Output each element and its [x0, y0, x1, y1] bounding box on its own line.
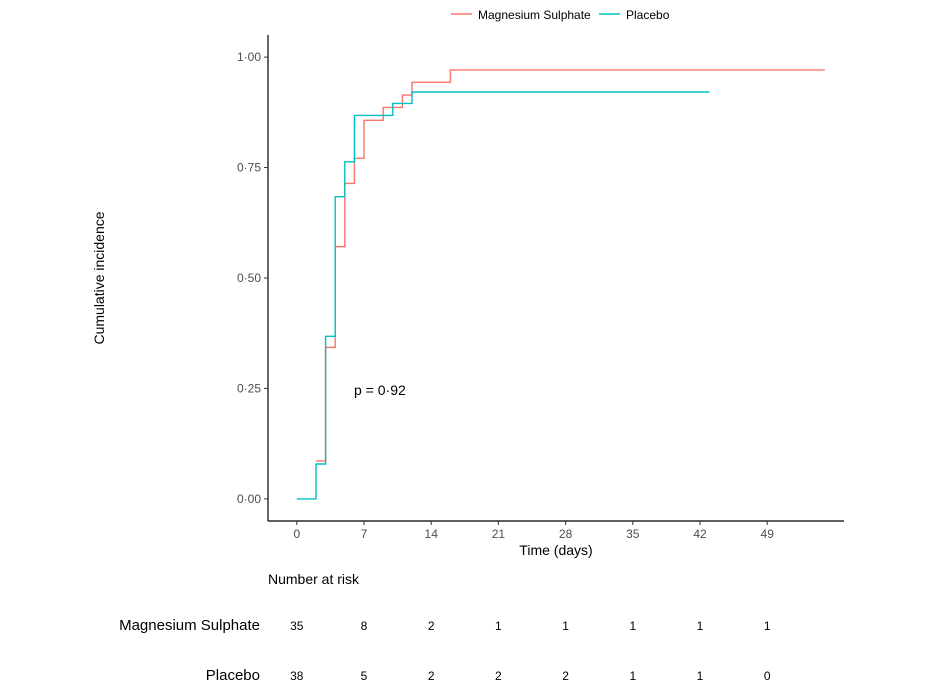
y-axis-title: Cumulative incidence: [91, 211, 107, 344]
x-tick-label: 21: [492, 527, 506, 541]
risk-table: Magnesium Sulphate 35 8 2 1 1 1 1 1 Placebo 38 5 2 2 2…: [119, 617, 771, 682]
risk-value: 1: [697, 619, 704, 633]
x-tick-label: 35: [626, 527, 640, 541]
risk-value: 2: [428, 619, 435, 633]
x-tick-label: 49: [761, 527, 775, 541]
x-tick-label: 7: [361, 527, 368, 541]
x-tick-label: 28: [559, 527, 573, 541]
risk-value: 1: [697, 669, 704, 682]
risk-value: 1: [629, 619, 636, 633]
risk-value: 35: [290, 619, 304, 633]
y-tick-label: 0·50: [237, 271, 261, 285]
series-line-placebo: [296, 91, 710, 500]
series-line-magnesium-sulphate: [316, 69, 825, 462]
risk-value: 1: [562, 619, 569, 633]
risk-value: 1: [495, 619, 502, 633]
risk-table-title: Number at risk: [268, 571, 360, 587]
x-axis-title: Time (days): [519, 542, 592, 558]
p-value-annotation: p = 0·92: [354, 382, 406, 398]
legend-label: Placebo: [626, 8, 670, 22]
y-tick-label: 1·00: [237, 50, 261, 64]
risk-value: 2: [495, 669, 502, 682]
risk-value: 0: [764, 669, 771, 682]
y-tick-label: 0·00: [237, 492, 261, 506]
x-tick-label: 14: [425, 527, 439, 541]
risk-value: 1: [764, 619, 771, 633]
risk-value: 2: [428, 669, 435, 682]
risk-row-label: Placebo: [206, 667, 260, 682]
risk-value: 5: [361, 669, 368, 682]
risk-value: 2: [562, 669, 569, 682]
risk-value: 1: [629, 669, 636, 682]
x-tick-label: 42: [693, 527, 707, 541]
y-tick-label: 0·25: [237, 381, 261, 395]
y-tick-label: 0·75: [237, 161, 261, 175]
legend-label: Magnesium Sulphate: [478, 8, 591, 22]
legend: Magnesium Sulphate Placebo: [451, 8, 670, 22]
plot-curves: [296, 69, 825, 500]
risk-row-label: Magnesium Sulphate: [119, 617, 260, 634]
axes: 0·00 0·25 0·50 0·75 1·00 0 7 14 21 28 35 42 49: [237, 35, 844, 541]
x-tick-label: 0: [293, 527, 300, 541]
risk-value: 8: [361, 619, 368, 633]
risk-value: 38: [290, 669, 304, 682]
